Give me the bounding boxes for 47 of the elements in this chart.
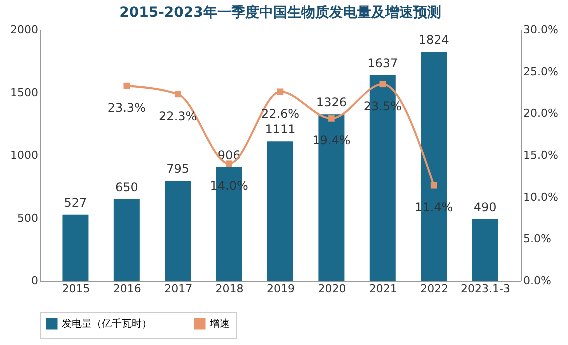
point bbox=[328, 116, 335, 122]
x-tick-label: 2016 bbox=[113, 282, 142, 296]
bar bbox=[114, 199, 140, 281]
data-label: 650 bbox=[115, 180, 138, 194]
legend-label: 发电量（亿千瓦时） bbox=[62, 318, 152, 330]
y-tick-label: 0 bbox=[32, 274, 38, 288]
data-label: 22.3% bbox=[159, 109, 198, 124]
data-label: 490 bbox=[474, 200, 497, 215]
chart-title: 2015-2023年一季度中国生物质发电量及增速预测 bbox=[120, 4, 442, 21]
data-label: 23.3% bbox=[108, 101, 146, 116]
y-tick-label: 1000 bbox=[10, 149, 38, 162]
x-tick-label: 2018 bbox=[216, 282, 244, 296]
y2-tick-label: 0.0% bbox=[524, 274, 552, 288]
y-tick-label: 500 bbox=[18, 212, 38, 225]
y-tick-label: 1500 bbox=[10, 86, 38, 100]
point bbox=[226, 160, 232, 168]
x-tick-label: 2020 bbox=[318, 282, 346, 296]
y2-tick-label: 30.0% bbox=[524, 24, 558, 36]
data-label: 1111 bbox=[265, 122, 296, 137]
bar bbox=[268, 142, 294, 281]
y2-tick-label: 5.0% bbox=[524, 232, 552, 246]
bar bbox=[472, 220, 498, 281]
data-label: 1326 bbox=[316, 96, 347, 110]
y-tick-label: 2000 bbox=[10, 24, 38, 36]
point bbox=[430, 182, 438, 189]
point bbox=[380, 81, 386, 88]
y2-tick-label: 15.0% bbox=[524, 149, 558, 162]
data-label: 795 bbox=[166, 162, 190, 176]
data-label: 1637 bbox=[368, 56, 398, 71]
point bbox=[174, 91, 182, 98]
bar bbox=[62, 214, 89, 281]
data-label: 1824 bbox=[418, 33, 450, 48]
data-label: 527 bbox=[64, 196, 88, 210]
point bbox=[277, 88, 284, 96]
y2-tick-label: 20.0% bbox=[524, 107, 558, 120]
x-tick-label: 2017 bbox=[164, 282, 193, 296]
y2-tick-label: 25.0% bbox=[524, 65, 558, 78]
data-label: 22.6% bbox=[261, 106, 300, 121]
x-tick-label: 2023.1-3 bbox=[461, 282, 511, 296]
x-tick-label: 2015 bbox=[62, 282, 90, 296]
legend-label: 增速 bbox=[209, 318, 230, 330]
y2-tick-label: 10.0% bbox=[524, 190, 558, 204]
x-tick-label: 2019 bbox=[267, 282, 295, 296]
x-tick-label: 2021 bbox=[369, 282, 398, 296]
bar bbox=[165, 181, 192, 281]
point bbox=[124, 82, 130, 90]
x-tick-label: 2022 bbox=[420, 282, 449, 296]
